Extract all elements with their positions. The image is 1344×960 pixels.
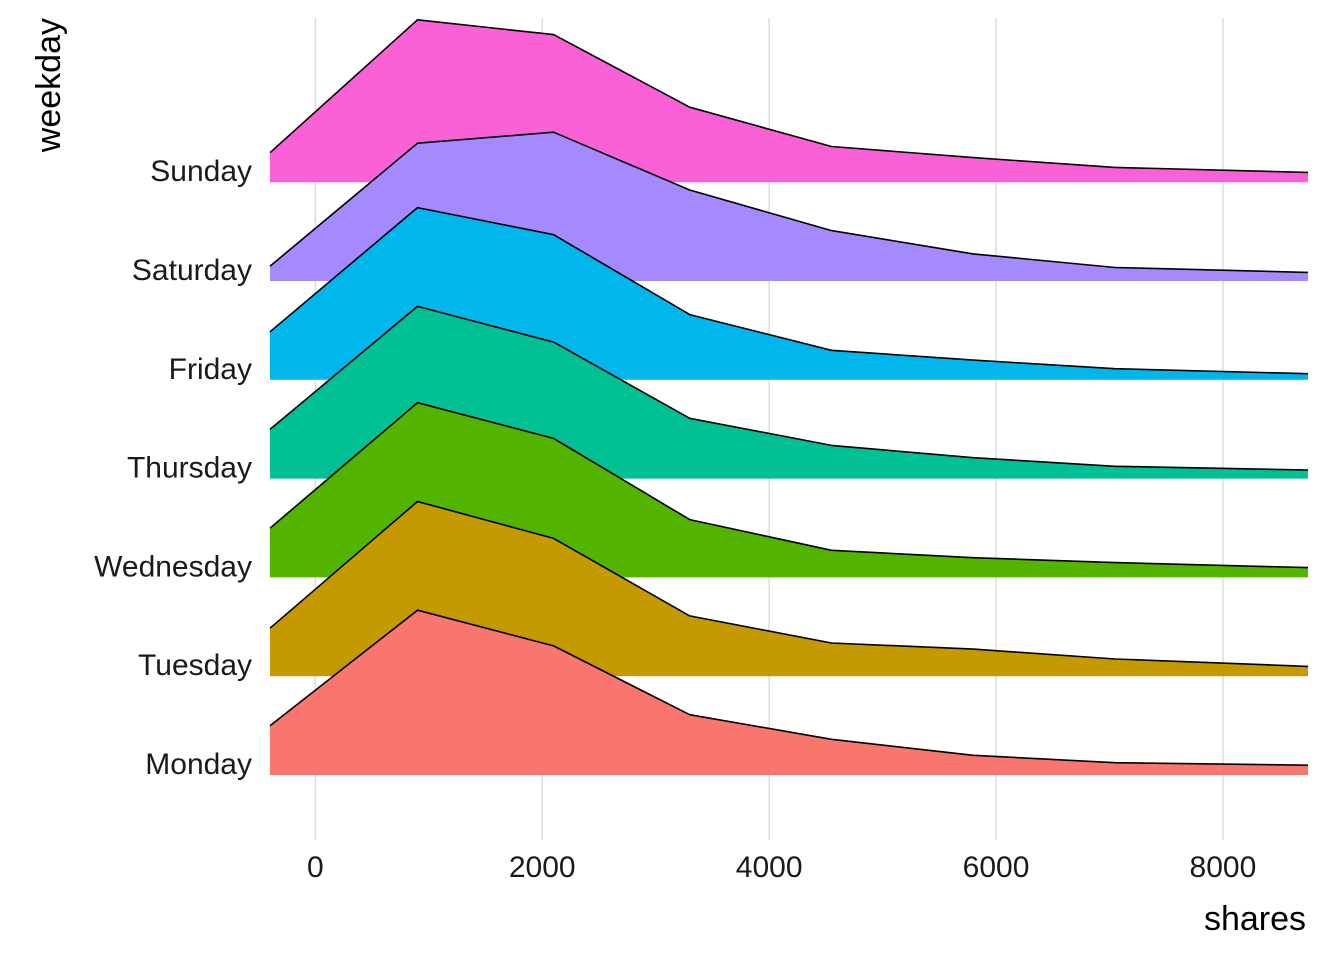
y-tick-label: Sunday <box>150 155 252 188</box>
ridge-outline <box>269 305 1309 471</box>
y-tick-label: Wednesday <box>94 550 252 583</box>
y-tick-label: Thursday <box>127 452 252 485</box>
ridge-tuesday <box>269 500 1309 677</box>
ridges <box>269 18 1309 775</box>
y-axis-title: weekday <box>30 18 68 153</box>
ridge-monday <box>269 609 1309 775</box>
y-tick-label: Tuesday <box>138 649 252 682</box>
x-tick-label: 4000 <box>736 851 803 884</box>
y-tick-label: Monday <box>145 748 252 781</box>
x-tick-labels: 0 2000 4000 6000 8000 <box>307 851 1256 884</box>
ridge-outline <box>269 131 1309 274</box>
x-tick-label: 0 <box>307 851 324 884</box>
ridge-outline <box>269 18 1309 174</box>
x-tick-label: 8000 <box>1190 851 1257 884</box>
ridge-outline <box>269 500 1309 668</box>
ridge-outline <box>269 609 1309 766</box>
y-tick-label: Saturday <box>132 254 252 287</box>
ridge-outline <box>269 401 1309 569</box>
ridge-area <box>270 501 1308 677</box>
x-tick-label: 2000 <box>509 851 576 884</box>
x-tick-label: 6000 <box>963 851 1030 884</box>
ridge-outline <box>269 206 1309 375</box>
y-tick-label: Friday <box>169 353 252 386</box>
x-axis-title: shares <box>1204 900 1306 938</box>
y-tick-labels: Sunday Saturday Friday Thursday Wednesday Tue… <box>94 155 252 781</box>
ridge-area <box>270 610 1308 775</box>
